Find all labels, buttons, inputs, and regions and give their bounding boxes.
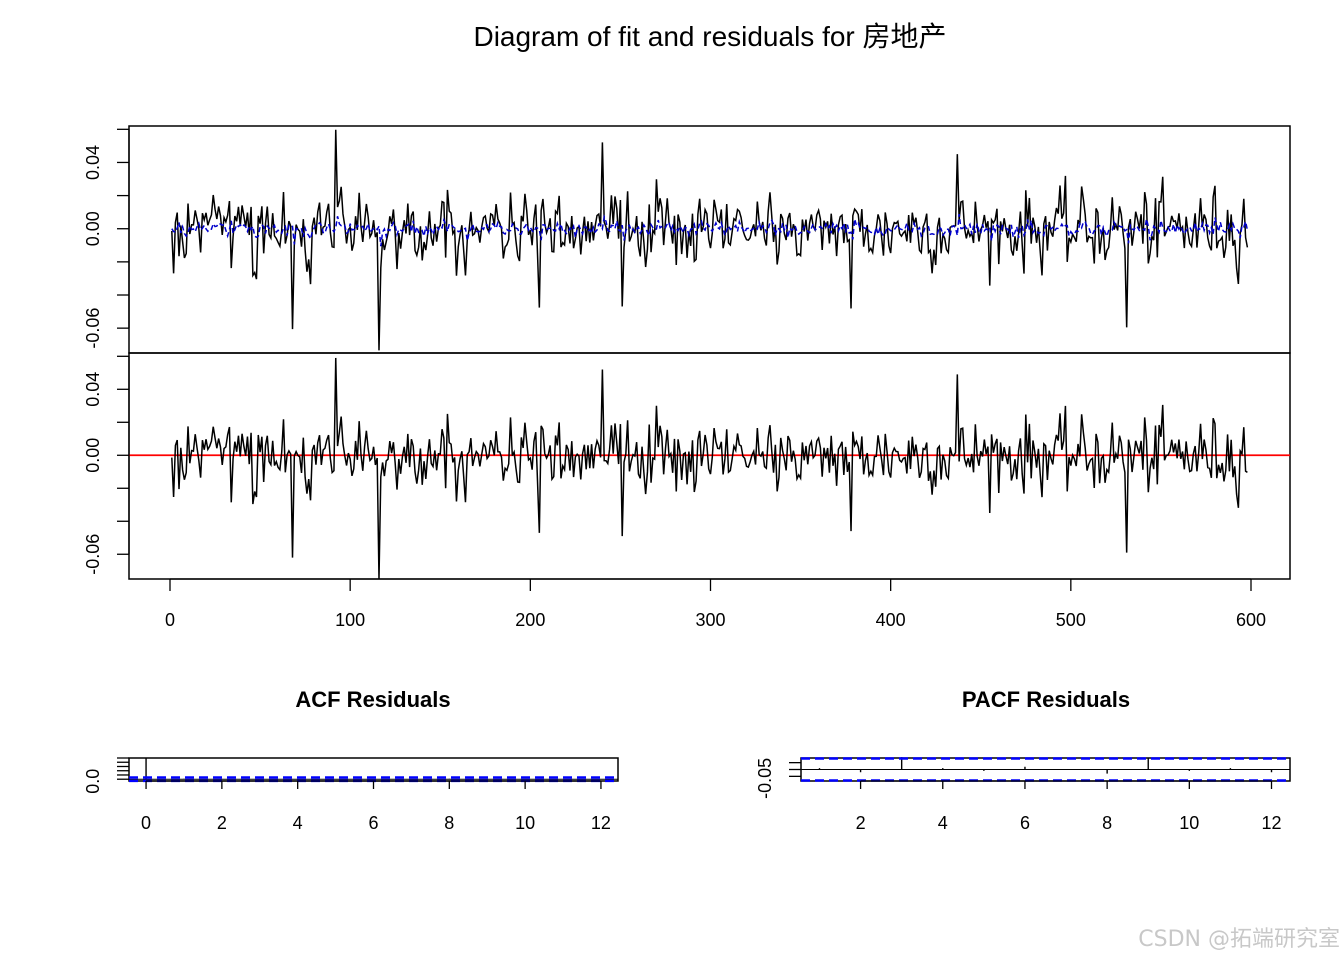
x-tick-label: 100 [335,610,365,630]
observed-series-line [171,129,1249,351]
pacf-plot: 2 4 6 8 10 12 -0.05 [755,757,1290,833]
fit-plot [171,129,1249,351]
pacf-x-tick-label: 2 [856,813,866,833]
acf-x-tick-label: 10 [515,813,535,833]
x-tick-label: 300 [695,610,725,630]
acf-x-tick-label: 6 [368,813,378,833]
fit-y-tick-label: 0.00 [83,211,103,246]
fitted-series-line [171,213,1249,247]
acf-x-tick-label: 0 [141,813,151,833]
chart-title: Diagram of fit and residuals for 房地产 [473,21,946,52]
pacf-x-tick-label: 4 [938,813,948,833]
watermark: CSDN @拓端研究室 [1138,927,1340,952]
x-tick-label: 200 [515,610,545,630]
x-tick-label: 0 [165,610,175,630]
acf-x-tick-label: 12 [591,813,611,833]
x-tick-label: 400 [876,610,906,630]
pacf-y-tick-label: -0.05 [755,758,775,799]
pacf-x-tick-label: 10 [1179,813,1199,833]
x-tick-label: 600 [1236,610,1266,630]
pacf-title: PACF Residuals [962,687,1130,712]
acf-y-tick-label: 0.0 [83,769,103,794]
residual-plot [129,357,1290,580]
main-axes: 0.04 0.00 -0.06 0.04 0.00 -0.06 0 100 200 300 400 5… [83,128,1266,630]
x-tick-label: 500 [1056,610,1086,630]
acf-x-tick-label: 4 [293,813,303,833]
acf-x-tick-label: 8 [444,813,454,833]
residual-y-tick-label: 0.04 [83,372,103,407]
acf-x-tick-label: 2 [217,813,227,833]
acf-title: ACF Residuals [295,687,450,712]
acf-plot: 0 2 4 6 8 10 12 0.0 [83,757,618,833]
fit-y-tick-label: -0.06 [83,308,103,349]
pacf-x-tick-label: 8 [1102,813,1112,833]
pacf-x-tick-label: 12 [1261,813,1281,833]
residual-y-tick-label: 0.00 [83,438,103,473]
fit-y-tick-label: 0.04 [83,145,103,180]
residual-series-line [171,357,1248,580]
residual-y-tick-label: -0.06 [83,534,103,575]
residual-panel-frame [128,352,1291,580]
pacf-x-tick-label: 6 [1020,813,1030,833]
